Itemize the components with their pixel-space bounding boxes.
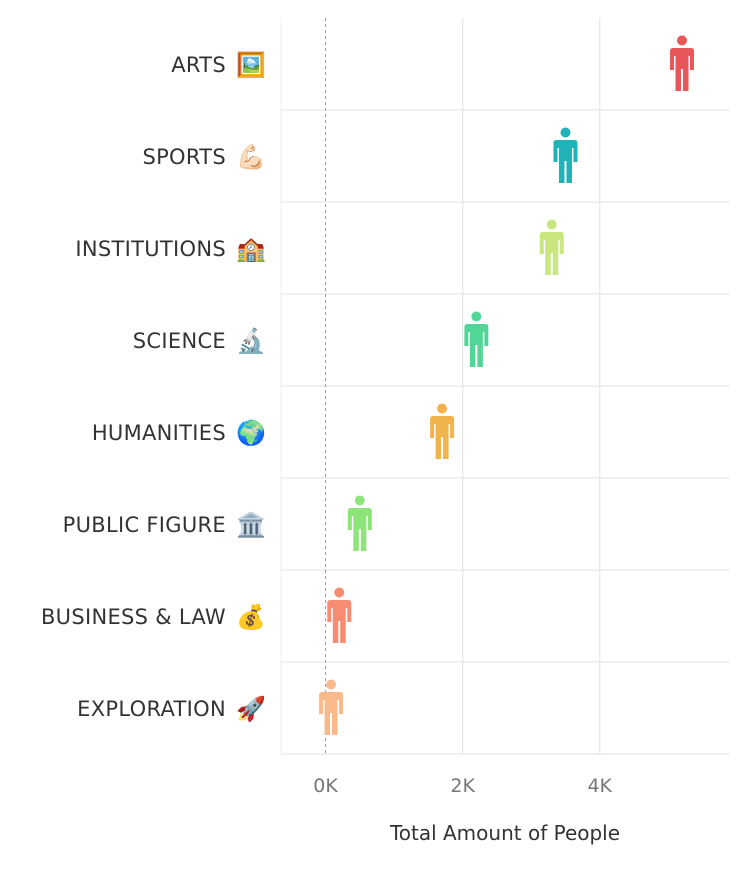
category-emoji-icon: 💰 [236,603,266,631]
category-emoji-icon: 🔬 [236,326,266,355]
x-tick-label: 4K [587,775,612,797]
category-labels: ARTS 🖼️ SPORTS 💪🏻 INSTITUTIONS 🏫 SCIENCE 🔬 HUMAN… [41,51,266,723]
person-icon-mark [347,495,372,551]
category-emoji-icon: 🚀 [236,695,266,723]
category-label: SCIENCE [133,329,226,353]
person-icon-mark [539,219,564,275]
grid-layer [280,18,730,755]
category-label: HUMANITIES [92,421,226,445]
x-axis-ticks: 0K 2K 4K [313,775,612,797]
category-label: INSTITUTIONS [75,237,226,261]
x-tick-label: 2K [450,775,475,797]
person-icon-mark [670,35,695,91]
x-axis-title: Total Amount of People [389,821,620,845]
category-label: EXPLORATION [77,697,226,721]
category-label: PUBLIC FIGURE [63,513,226,537]
category-emoji-icon: 💪🏻 [236,143,266,171]
person-icon-mark [553,127,578,183]
category-emoji-icon: 🌍 [236,419,266,447]
category-label: ARTS [171,53,226,77]
person-icon-mark [430,403,455,459]
category-label: SPORTS [142,145,226,169]
person-icon-mark [327,587,352,643]
person-icon-mark [464,311,489,367]
category-emoji-icon: 🖼️ [236,51,266,79]
category-emoji-icon: 🏛️ [236,511,266,539]
marks [319,35,695,735]
x-tick-label: 0K [313,775,338,797]
person-icon-mark [319,679,344,735]
category-label: BUSINESS & LAW [41,605,226,629]
category-emoji-icon: 🏫 [236,235,266,263]
